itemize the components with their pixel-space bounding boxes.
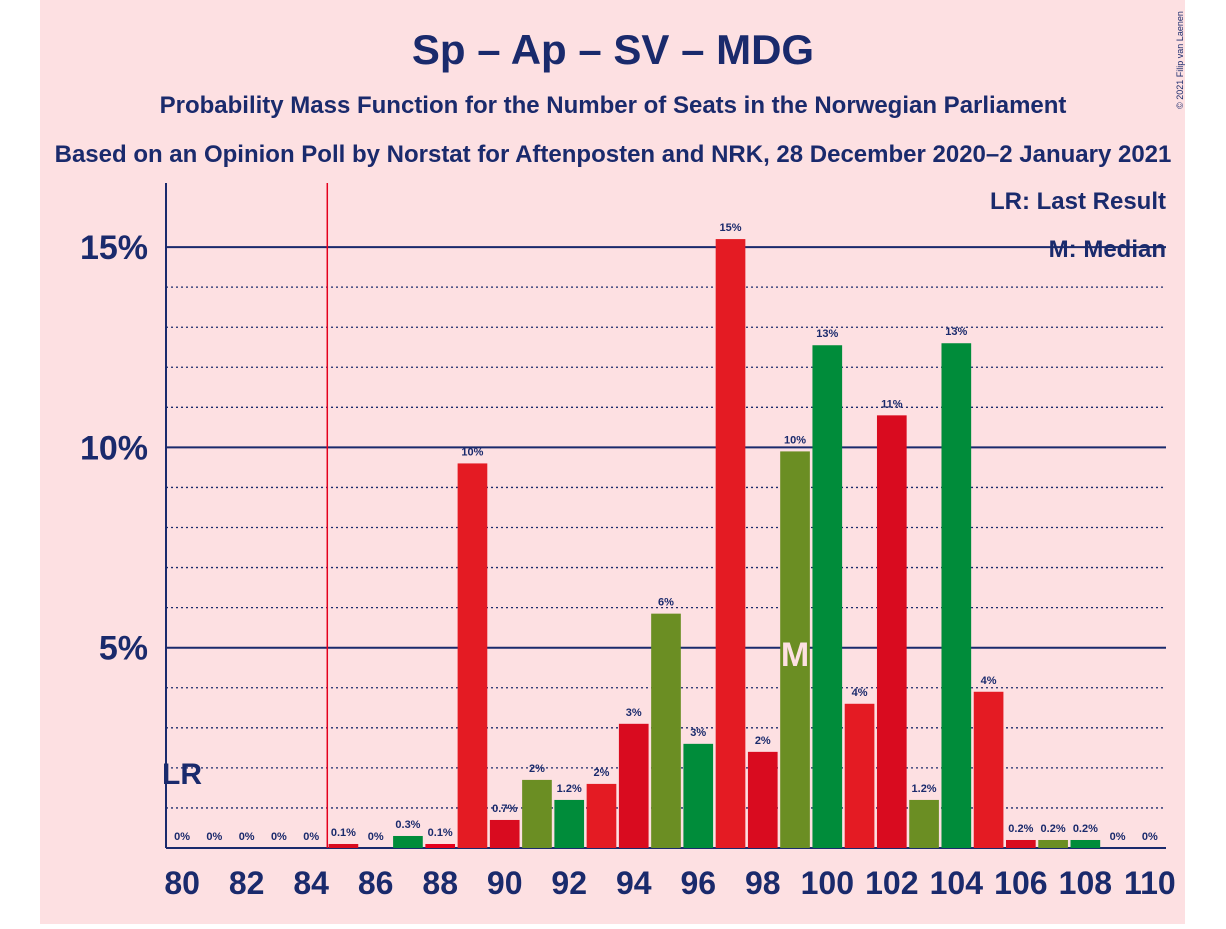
value-label: 3% [690,727,706,739]
x-tick-label: 98 [745,865,781,901]
value-label: 0.3% [395,819,420,831]
value-label: 2% [755,735,771,747]
bar [586,783,617,848]
value-label: 1.2% [912,783,937,795]
value-label: 0% [239,831,255,843]
bar [489,819,520,848]
value-label: 2% [529,763,545,775]
bar [909,799,939,848]
value-label: 0% [303,831,319,843]
value-label: 0.2% [1041,823,1066,835]
x-tick-label: 80 [164,865,200,901]
x-tick-label: 106 [994,865,1047,901]
x-tick-label: 100 [801,865,854,901]
x-tick-label: 110 [1124,865,1176,901]
bar [425,843,456,848]
value-label: 0.1% [331,827,356,839]
value-label: 0% [174,831,190,843]
bar [780,451,810,848]
value-label: 6% [658,597,674,609]
x-tick-label: 82 [229,865,265,901]
x-tick-label: 84 [293,865,329,901]
bar [683,743,714,848]
y-tick-label: 10% [80,429,148,467]
value-label: 11% [881,398,903,410]
x-tick-label: 108 [1059,865,1112,901]
bar [328,843,359,848]
bar [747,751,778,848]
bar [651,613,681,848]
legend-entry: M: Median [1049,236,1166,263]
bar [457,463,488,848]
x-tick-label: 102 [865,865,918,901]
value-label: 0% [1110,831,1126,843]
value-label: 1.2% [557,783,582,795]
x-tick-label: 104 [930,865,984,901]
x-tick-label: 96 [680,865,716,901]
x-tick-label: 90 [487,865,523,901]
bar [1006,839,1036,848]
value-label: 0.2% [1073,823,1098,835]
y-tick-label: 5% [99,630,148,668]
copyright: © 2021 Filip van Laenen [1175,11,1185,109]
value-label: 0% [368,831,384,843]
value-label: 15% [720,222,742,234]
bar [1038,839,1068,848]
value-label: 0% [206,831,222,843]
median-label: M [781,636,809,674]
last-result-label: LR [162,758,202,791]
value-label: 13% [945,326,967,338]
y-tick-label: 15% [80,229,148,267]
chart-title: Sp – Ap – SV – MDG [412,26,814,73]
value-label: 4% [981,675,997,687]
bar [393,835,423,848]
bar [715,239,746,848]
value-label: 10% [784,434,806,446]
value-label: 0.2% [1008,823,1033,835]
value-label: 4% [852,687,868,699]
bar [554,799,585,848]
x-tick-label: 92 [551,865,587,901]
bar [1070,839,1101,848]
value-label: 0.7% [492,803,517,815]
bar [876,415,907,848]
x-tick-label: 88 [422,865,458,901]
bar [812,345,843,848]
value-label: 3% [626,707,642,719]
x-tick-label: 86 [358,865,394,901]
value-label: 2% [594,767,610,779]
x-tick-label: 94 [616,865,652,901]
bar [844,703,875,848]
chart-subtitle: Probability Mass Function for the Number… [160,92,1067,119]
chart-subtitle: Based on an Opinion Poll by Norstat for … [55,141,1172,168]
legend-entry: LR: Last Result [990,188,1166,215]
value-label: 13% [816,328,838,340]
bar [973,691,1004,848]
value-label: 10% [461,446,483,458]
value-label: 0.1% [428,827,453,839]
value-label: 0% [271,831,287,843]
value-label: 0% [1142,831,1158,843]
bar [618,723,649,848]
bar [941,343,972,848]
bar [522,779,552,848]
